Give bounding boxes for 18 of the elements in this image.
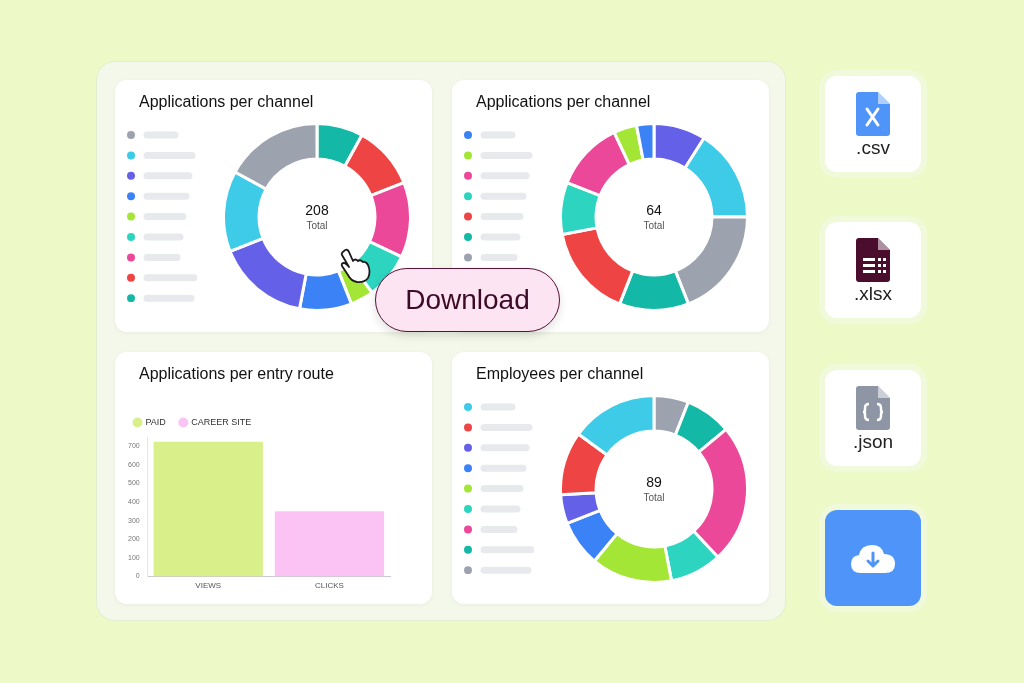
text: 89 [645,473,663,491]
text: .xlsx [853,283,893,305]
text: Total [305,219,329,233]
text: Total [642,491,666,505]
chart-title: Employees per channel [476,365,644,383]
chart-title: Applications per channel [139,93,314,111]
legend-label: CAREER SITE [191,416,252,427]
legend-label: PAID [145,416,167,427]
x-tick-label: VIEWS [195,581,222,591]
text: .csv [855,137,891,159]
text: Download [375,268,560,332]
chart-title: Applications per entry route [139,365,334,383]
text: Total [642,219,666,233]
text: .json [851,431,895,453]
x-tick-label: CLICKS [314,581,344,591]
text: 208 [304,201,330,219]
chart-title: Applications per channel [476,93,651,111]
text: 64 [645,201,663,219]
